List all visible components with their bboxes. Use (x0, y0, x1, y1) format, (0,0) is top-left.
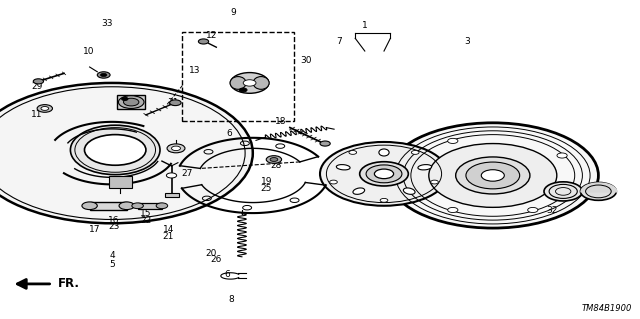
Circle shape (118, 96, 144, 108)
Text: 5: 5 (109, 260, 115, 269)
Circle shape (466, 162, 520, 189)
Text: 17: 17 (89, 225, 100, 234)
Circle shape (243, 80, 256, 86)
Circle shape (266, 156, 282, 163)
Circle shape (387, 123, 598, 228)
Circle shape (330, 180, 337, 184)
Circle shape (100, 73, 107, 77)
Circle shape (82, 202, 97, 210)
Ellipse shape (418, 165, 431, 170)
Circle shape (37, 105, 52, 112)
Circle shape (412, 151, 419, 154)
Circle shape (366, 165, 402, 183)
Circle shape (429, 144, 557, 207)
Text: 29: 29 (31, 82, 43, 91)
Text: 30: 30 (300, 56, 312, 65)
Circle shape (167, 144, 185, 153)
Circle shape (124, 98, 139, 106)
Text: 7: 7 (337, 37, 342, 46)
Text: 22: 22 (140, 216, 152, 225)
Text: 16: 16 (108, 216, 120, 225)
Text: 8: 8 (229, 295, 234, 304)
Text: 3: 3 (465, 37, 470, 46)
Circle shape (122, 97, 128, 100)
Text: 1: 1 (362, 21, 367, 30)
Circle shape (481, 170, 504, 181)
Circle shape (132, 203, 143, 209)
Text: 2: 2 (593, 190, 598, 199)
Circle shape (198, 39, 209, 44)
Ellipse shape (253, 77, 269, 89)
Circle shape (527, 207, 538, 212)
Text: 15: 15 (140, 209, 152, 218)
Circle shape (374, 169, 394, 179)
Text: 10: 10 (83, 47, 94, 56)
Bar (117, 95, 145, 109)
Circle shape (544, 182, 582, 201)
Circle shape (97, 72, 110, 78)
Text: 26: 26 (211, 256, 222, 264)
Text: 27: 27 (181, 169, 193, 178)
Text: 24: 24 (167, 145, 179, 154)
Circle shape (33, 79, 44, 84)
Circle shape (320, 141, 330, 146)
Text: 31: 31 (167, 98, 179, 107)
Circle shape (170, 100, 181, 106)
Circle shape (156, 203, 168, 209)
Ellipse shape (353, 188, 365, 194)
Text: 4: 4 (109, 251, 115, 260)
Circle shape (380, 198, 388, 202)
Text: 32: 32 (546, 206, 557, 215)
Ellipse shape (379, 149, 389, 156)
Text: 14: 14 (163, 225, 174, 234)
Text: FR.: FR. (58, 278, 80, 290)
Circle shape (448, 207, 458, 212)
Circle shape (0, 83, 253, 223)
Circle shape (320, 142, 448, 206)
Text: 18: 18 (275, 117, 286, 126)
Circle shape (84, 135, 146, 165)
Circle shape (172, 146, 180, 151)
Circle shape (349, 151, 356, 154)
Text: TM84B1900: TM84B1900 (582, 304, 632, 313)
Bar (109, 176, 132, 188)
Ellipse shape (403, 188, 415, 194)
Text: 21: 21 (163, 232, 174, 241)
Text: 11: 11 (31, 110, 43, 119)
Text: 9: 9 (231, 8, 236, 17)
Text: 25: 25 (260, 184, 272, 193)
Circle shape (239, 88, 247, 92)
Text: 19: 19 (260, 177, 272, 186)
Ellipse shape (230, 73, 269, 93)
Circle shape (360, 162, 408, 186)
Text: 6: 6 (227, 130, 232, 138)
Text: 23: 23 (108, 222, 120, 231)
Circle shape (580, 182, 616, 200)
Circle shape (456, 157, 530, 194)
Text: 28: 28 (271, 161, 282, 170)
Circle shape (448, 138, 458, 144)
Circle shape (557, 153, 567, 158)
Ellipse shape (230, 77, 246, 89)
Circle shape (119, 202, 134, 210)
Text: 20: 20 (205, 249, 217, 258)
Ellipse shape (337, 165, 350, 170)
Bar (90, 202, 127, 210)
Circle shape (270, 158, 278, 161)
Ellipse shape (75, 128, 156, 172)
Text: 6: 6 (225, 270, 230, 279)
Circle shape (166, 173, 177, 178)
Ellipse shape (70, 125, 160, 174)
Text: 12: 12 (205, 31, 217, 40)
Text: 33: 33 (102, 19, 113, 28)
Bar (182, 32, 294, 121)
Bar (138, 203, 162, 209)
Circle shape (431, 180, 438, 184)
Bar (165, 193, 179, 197)
Circle shape (41, 107, 49, 110)
Text: 13: 13 (189, 66, 201, 75)
